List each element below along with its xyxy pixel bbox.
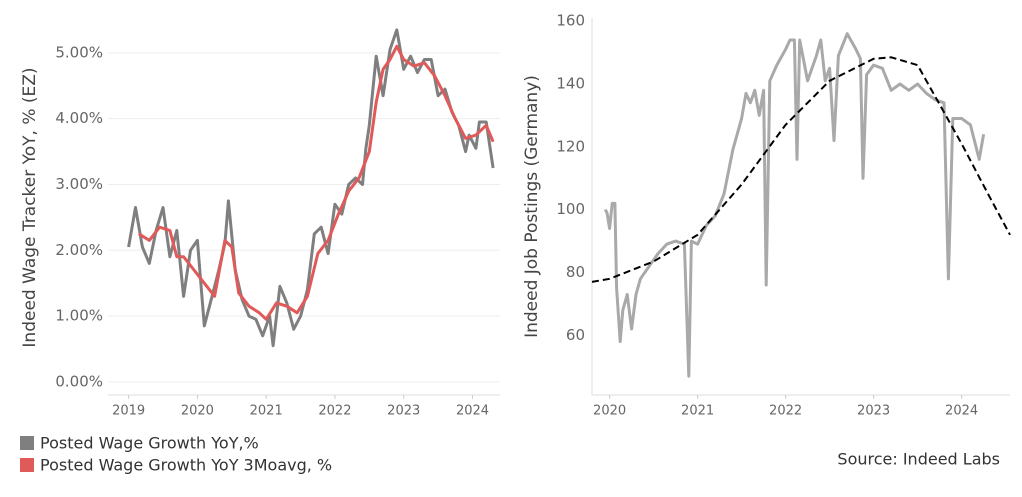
y-tick-label: 160	[556, 12, 585, 30]
y-tick-label: 100	[556, 200, 585, 218]
x-tick-label: 2021	[250, 404, 283, 419]
y-tick-label: 120	[556, 137, 585, 155]
legend-label: Posted Wage Growth YoY,%	[40, 434, 259, 453]
y-tick-label: 4.00%	[55, 109, 103, 127]
y-tick-label: 140	[556, 74, 585, 92]
x-tick-label: 2019	[112, 404, 145, 419]
y-tick-label: 2.00%	[55, 241, 103, 259]
x-tick-label: 2022	[318, 404, 351, 419]
source-note: Source: Indeed Labs	[837, 450, 1000, 469]
y-tick-label: 3.00%	[55, 175, 103, 193]
y-tick-label: 0.00%	[55, 372, 103, 390]
legend-swatch	[20, 436, 34, 450]
line-series	[591, 56, 1011, 283]
y-tick-label: 80	[566, 263, 585, 281]
x-tick-label: 2023	[857, 404, 890, 419]
y-tick-label: 1.00%	[55, 307, 103, 325]
x-tick-label: 2024	[945, 404, 978, 419]
x-tick-label: 2021	[681, 404, 714, 419]
x-tick-label: 2024	[456, 404, 489, 419]
legend-swatch	[20, 458, 34, 472]
line-series	[603, 32, 986, 378]
x-tick-label: 2023	[387, 404, 420, 419]
line-series	[138, 44, 495, 321]
x-tick-label: 2020	[593, 404, 626, 419]
y-axis-label: Indeed Job Postings (Germany)	[522, 75, 542, 338]
line-series	[127, 28, 495, 348]
y-tick-label: 5.00%	[55, 43, 103, 61]
y-axis-label: Indeed Wage Tracker YoY, % (EZ)	[20, 67, 40, 347]
y-tick-label: 60	[566, 326, 585, 344]
x-tick-label: 2022	[769, 404, 802, 419]
x-tick-label: 2020	[181, 404, 214, 419]
legend-label: Posted Wage Growth YoY 3Moavg, %	[40, 456, 332, 475]
